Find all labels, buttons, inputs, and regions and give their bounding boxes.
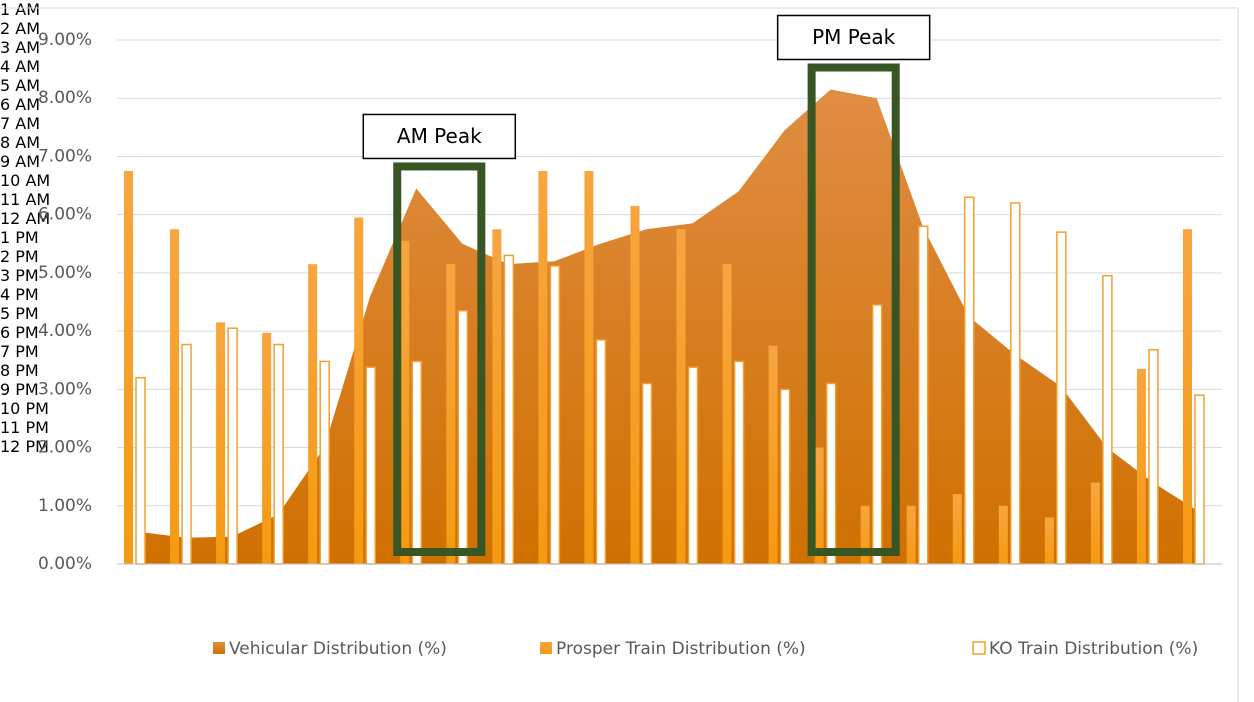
x-tick-label: 12 AM — [0, 209, 51, 228]
chart-border — [0, 7, 1239, 702]
bar — [687, 366, 699, 565]
bar — [779, 388, 791, 565]
bar — [365, 366, 376, 565]
x-tick-label: 1 PM — [0, 228, 39, 247]
x-tick-label: 9 PM — [0, 380, 39, 399]
bar — [1148, 348, 1159, 565]
bar — [492, 229, 502, 564]
legend-swatch — [540, 642, 552, 654]
x-tick-label: 8 PM — [0, 361, 39, 380]
x-tick-label: 5 PM — [0, 304, 39, 323]
annotation-box — [776, 14, 931, 61]
bar — [917, 225, 929, 565]
bar — [181, 343, 192, 565]
legend-swatch — [972, 641, 986, 655]
y-tick-label: 7.00% — [38, 146, 92, 166]
x-tick-label: 9 AM — [0, 152, 41, 171]
y-tick-label: 4.00% — [38, 321, 92, 341]
y-tick-label: 1.00% — [38, 496, 92, 516]
x-tick-label: 3 AM — [0, 38, 41, 57]
bar — [549, 265, 561, 565]
x-tick-label: 11 AM — [0, 190, 51, 209]
x-tick-label: 4 AM — [0, 57, 41, 76]
y-tick-label: 5.00% — [38, 263, 92, 283]
bar — [814, 447, 824, 564]
bar — [124, 171, 134, 564]
y-tick-label: 9.00% — [38, 30, 92, 50]
x-tick-label: 10 PM — [0, 399, 49, 418]
bar — [584, 171, 594, 564]
bar — [1102, 275, 1113, 565]
bar — [411, 360, 423, 565]
bar — [170, 229, 180, 564]
bar — [308, 264, 318, 564]
legend-swatch — [213, 642, 225, 654]
y-tick-label: 8.00% — [38, 88, 92, 108]
bar — [733, 360, 745, 565]
bar — [503, 254, 515, 565]
bar — [906, 505, 916, 564]
bar — [595, 339, 607, 565]
bar — [354, 217, 364, 565]
peak-box — [807, 63, 900, 556]
bar — [825, 382, 837, 565]
y-tick-label: 6.00% — [38, 205, 92, 225]
x-tick-label: 6 PM — [0, 323, 39, 342]
bar — [768, 345, 778, 564]
bar — [722, 264, 732, 564]
bar — [1090, 482, 1100, 564]
x-tick-label: 8 AM — [0, 133, 41, 152]
bar — [538, 171, 548, 564]
y-tick-label: 2.00% — [38, 438, 92, 458]
x-tick-label: 7 PM — [0, 342, 39, 361]
bar — [952, 494, 962, 564]
bar — [227, 327, 238, 565]
bar — [400, 240, 410, 564]
bar — [1182, 229, 1192, 564]
annotation-box — [362, 113, 517, 160]
legend-label: KO Train Distribution (%) — [989, 639, 1198, 659]
annotation-text: AM Peak — [397, 124, 482, 148]
area — [140, 89, 1199, 564]
x-tick-label: 12 PM — [0, 437, 49, 456]
bar — [446, 264, 456, 564]
bar — [964, 196, 975, 565]
bar — [1136, 368, 1146, 564]
bar — [641, 382, 653, 565]
y-tick-label: 0.00% — [38, 554, 92, 574]
legend-label: Vehicular Distribution (%) — [229, 639, 447, 659]
x-tick-label: 10 AM — [0, 171, 51, 190]
bar — [135, 376, 146, 565]
bar — [630, 205, 640, 564]
x-tick-label: 6 AM — [0, 95, 41, 114]
legend-label: Prosper Train Distribution (%) — [556, 639, 806, 659]
bar — [676, 229, 686, 564]
x-tick-label: 4 PM — [0, 285, 39, 304]
bar — [1044, 517, 1054, 564]
x-tick-label: 3 PM — [0, 266, 39, 285]
bar — [871, 304, 883, 565]
bar — [457, 309, 469, 565]
bar — [1056, 231, 1067, 565]
bar — [1194, 394, 1205, 565]
x-tick-label: 5 AM — [0, 76, 41, 95]
bar — [262, 332, 272, 564]
bar — [216, 322, 226, 564]
bar — [1010, 202, 1021, 565]
peak-box — [393, 162, 486, 556]
y-tick-label: 3.00% — [38, 379, 92, 399]
x-tick-label: 2 AM — [0, 19, 41, 38]
x-tick-label: 7 AM — [0, 114, 41, 133]
bar — [319, 360, 330, 565]
x-tick-label: 11 PM — [0, 418, 49, 437]
bar — [998, 505, 1008, 564]
annotation-text: PM Peak — [812, 25, 896, 49]
x-tick-label: 1 AM — [0, 0, 41, 19]
bar — [860, 505, 870, 564]
bar — [273, 343, 284, 565]
x-tick-label: 2 PM — [0, 247, 39, 266]
